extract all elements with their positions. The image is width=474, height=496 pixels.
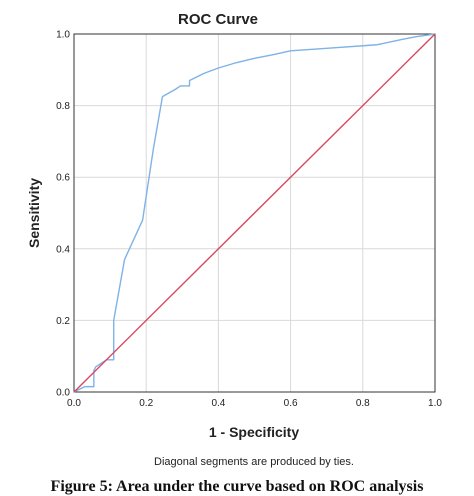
y-tick-label-3: 0.6 [56,173,70,184]
y-axis-label: Sensitivity [26,178,42,248]
x-tick-label-0: 0.0 [67,398,81,409]
figure-caption: Figure 5: Area under the curve based on … [50,478,424,495]
x-tick-label-4: 0.8 [356,398,370,409]
x-axis-label: 1 - Specificity [209,424,299,440]
roc-chart: ROC Curve 0.0 0.2 0.4 0.6 0.8 1.0 0.0 0.2 0.4 0.6… [0,0,474,478]
reference-diagonal-line [73,33,436,393]
roc-curve-line [73,33,436,393]
y-tick-label-4: 0.8 [56,101,70,112]
chart-title: ROC Curve [178,11,258,28]
grid [73,33,436,393]
y-tick-label-2: 0.4 [56,244,70,255]
x-tick-label-5: 1.0 [428,398,442,409]
x-tick-label-3: 0.6 [284,398,298,409]
x-tick-label-2: 0.4 [211,398,225,409]
y-tick-label-1: 0.2 [56,316,70,327]
series [73,33,436,393]
chart-background [0,0,474,478]
x-tick-label-1: 0.2 [139,398,153,409]
plot-frame [73,33,436,393]
y-tick-label-5: 1.0 [56,30,70,41]
chart-footnote: Diagonal segments are produced by ties. [154,456,354,468]
y-tick-label-0: 0.0 [56,388,70,399]
tick-labels: 0.0 0.2 0.4 0.6 0.8 1.0 0.0 0.2 0.4 0.6 0.8 1.0 [56,30,442,410]
